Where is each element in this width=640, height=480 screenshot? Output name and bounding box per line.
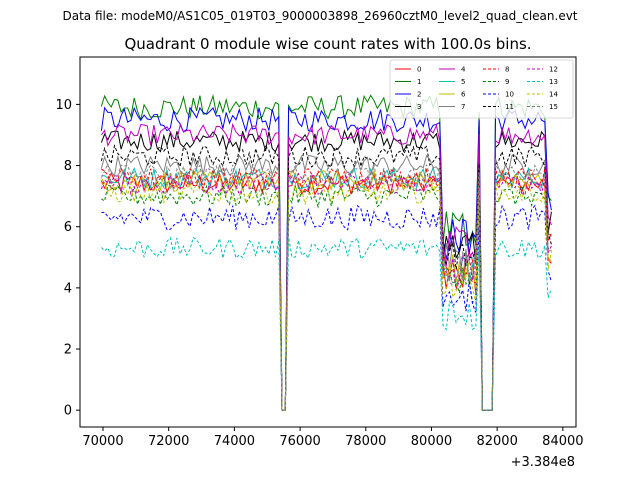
x-tick-label: 76000 [279, 434, 320, 449]
x-axis: 70000 72000 74000 76000 78000 80000 82000 84000 [82, 427, 584, 449]
chart-title: Quadrant 0 module wise count rates with … [124, 35, 531, 53]
legend-label-6: 6 [461, 91, 466, 99]
legend-label-8: 8 [505, 66, 509, 74]
plot-frame [79, 56, 577, 428]
legend-label-12: 12 [549, 66, 558, 74]
y-tick-label: 4 [64, 281, 72, 296]
legend-label-13: 13 [549, 78, 558, 86]
legend-label-1: 1 [417, 78, 421, 86]
legend-label-0: 0 [417, 66, 421, 74]
y-tick-label: 8 [64, 159, 72, 174]
y-axis: 0 2 4 6 8 10 [55, 98, 80, 419]
series-line-15 [100, 162, 552, 411]
legend-label-11: 11 [505, 103, 514, 111]
x-tick-label: 80000 [411, 434, 452, 449]
x-offset-label: +3.384e8 [511, 455, 575, 470]
y-tick-label: 10 [55, 98, 72, 113]
legend-label-9: 9 [505, 78, 509, 86]
data-file-label: Data file: modeM0/AS1C05_019T03_90000038… [62, 9, 577, 23]
y-tick-label: 6 [64, 220, 72, 235]
series-line-14 [101, 180, 552, 411]
legend-label-3: 3 [417, 103, 421, 111]
legend-label-7: 7 [461, 103, 465, 111]
series-layer [100, 93, 552, 411]
legend-label-2: 2 [417, 91, 421, 99]
x-tick-label: 74000 [214, 434, 255, 449]
series-line-8 [101, 166, 552, 411]
x-tick-label: 70000 [82, 434, 123, 449]
x-tick-label: 84000 [542, 434, 583, 449]
legend-label-10: 10 [505, 91, 514, 99]
legend-label-15: 15 [549, 103, 558, 111]
y-tick-label: 2 [64, 343, 72, 358]
series-line-9 [101, 183, 552, 411]
legend-label-4: 4 [461, 66, 466, 74]
series-line-2 [100, 106, 552, 411]
x-tick-label: 82000 [476, 434, 517, 449]
legend-label-5: 5 [461, 78, 465, 86]
y-tick-label: 0 [64, 404, 72, 419]
x-tick-label: 72000 [148, 434, 189, 449]
legend-box [389, 59, 574, 119]
x-tick-label: 78000 [345, 434, 386, 449]
series-line-13 [101, 236, 552, 411]
legend-label-14: 14 [549, 91, 558, 99]
